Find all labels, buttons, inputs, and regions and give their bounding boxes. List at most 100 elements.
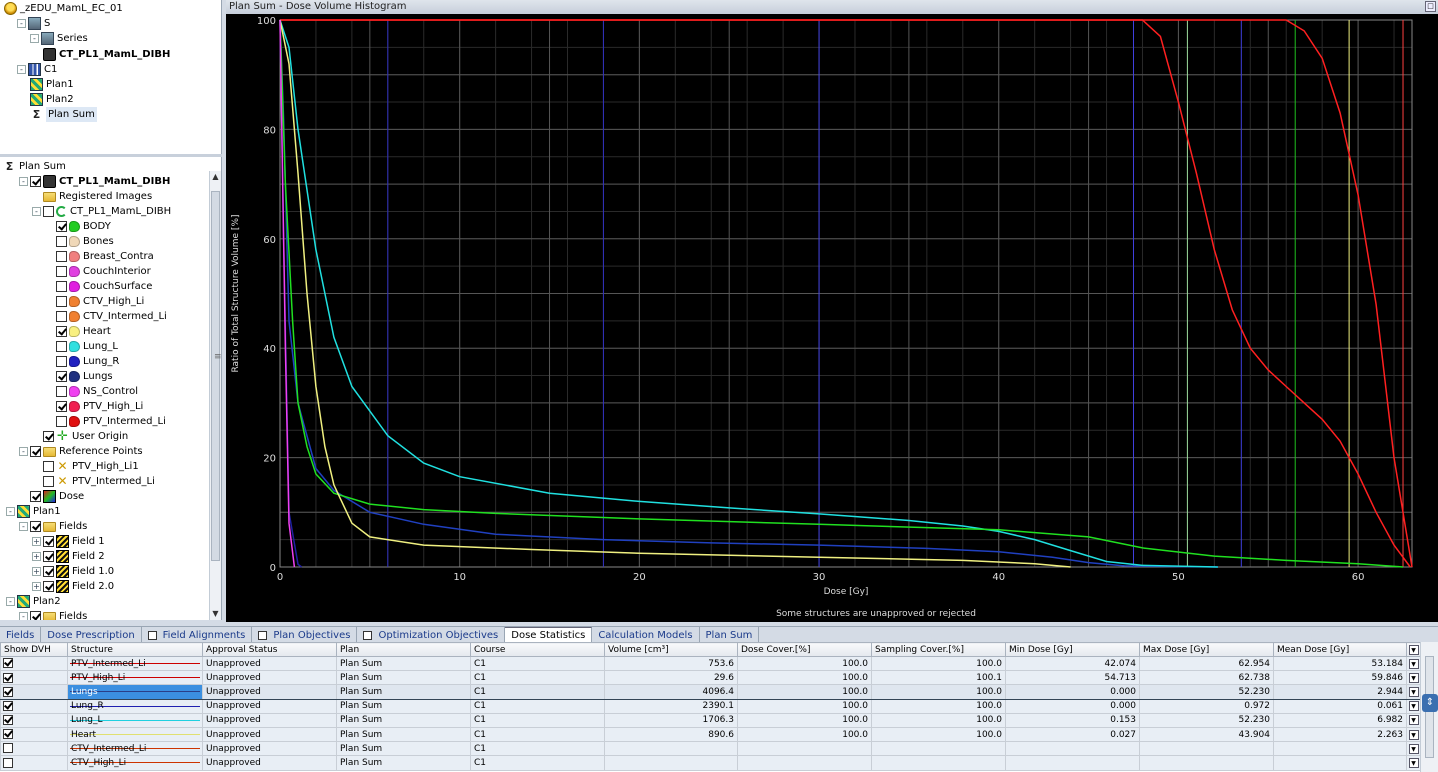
show-dvh-checkbox[interactable] bbox=[3, 672, 13, 683]
column-header[interactable]: Sampling Cover.[%] bbox=[871, 642, 1006, 657]
visibility-checkbox[interactable] bbox=[43, 581, 54, 592]
dvh-curve-ptv-high-li[interactable] bbox=[280, 19, 1413, 568]
row-dropdown[interactable]: ▼ bbox=[1406, 755, 1421, 771]
dvh-chart[interactable]: 0 10 20 30 40 50 60 0 20 40 60 80 100 Dose [Gy] Ratio … bbox=[226, 14, 1438, 620]
visibility-checkbox[interactable] bbox=[56, 236, 67, 247]
maximize-icon[interactable]: □ bbox=[1425, 1, 1436, 12]
dropdown-icon[interactable]: ▼ bbox=[1408, 701, 1419, 712]
tree-item[interactable]: Heart bbox=[45, 324, 111, 339]
column-header[interactable]: Plan bbox=[336, 642, 471, 657]
tree-item[interactable]: + Field 2 bbox=[32, 549, 105, 564]
visibility-checkbox[interactable] bbox=[30, 491, 41, 502]
visibility-checkbox[interactable] bbox=[56, 266, 67, 277]
dropdown-icon[interactable]: ▼ bbox=[1408, 658, 1419, 669]
scroll-thumb[interactable] bbox=[211, 191, 220, 561]
column-header[interactable]: Max Dose [Gy] bbox=[1139, 642, 1274, 657]
expander-icon[interactable]: - bbox=[32, 207, 41, 216]
table-row[interactable]: CTV_Intermed_Li Unapproved Plan Sum C1 ▼ bbox=[0, 741, 1421, 757]
column-header[interactable]: Volume [cm³] bbox=[604, 642, 738, 657]
expander-icon[interactable]: - bbox=[6, 597, 15, 606]
tab-calculation-models[interactable]: Calculation Models bbox=[592, 627, 700, 643]
row-dropdown[interactable]: ▼ bbox=[1406, 670, 1421, 686]
dvh-curve-ns-control[interactable] bbox=[279, 19, 296, 568]
visibility-checkbox[interactable] bbox=[56, 416, 67, 427]
table-scrollbar[interactable]: ⇕ bbox=[1420, 642, 1438, 772]
visibility-checkbox[interactable] bbox=[43, 566, 54, 577]
dropdown-icon[interactable]: ▼ bbox=[1408, 715, 1419, 726]
show-dvh-checkbox[interactable] bbox=[3, 686, 13, 697]
column-header[interactable]: Dose Cover.[%] bbox=[737, 642, 872, 657]
tab-field-alignments[interactable]: Field Alignments bbox=[142, 627, 253, 643]
dropdown-icon[interactable]: ▼ bbox=[1408, 686, 1419, 697]
tree-item[interactable]: - CT_PL1_MamL_DIBH bbox=[19, 174, 170, 189]
visibility-checkbox[interactable] bbox=[43, 536, 54, 547]
tree-item[interactable]: - Series bbox=[30, 31, 88, 46]
show-dvh-checkbox[interactable] bbox=[3, 658, 13, 669]
column-header[interactable]: Min Dose [Gy] bbox=[1005, 642, 1140, 657]
visibility-checkbox[interactable] bbox=[43, 431, 54, 442]
tree-item[interactable]: CouchSurface bbox=[45, 279, 152, 294]
expander-icon[interactable]: - bbox=[17, 64, 26, 74]
table-row[interactable]: Heart Unapproved Plan Sum C1 890.6 100.0 100.0… bbox=[0, 726, 1421, 743]
visibility-checkbox[interactable] bbox=[56, 341, 67, 352]
visibility-checkbox[interactable] bbox=[56, 401, 67, 412]
tree-scrollbar[interactable]: ▲ ▼ bbox=[209, 171, 221, 620]
expander-icon[interactable]: - bbox=[19, 612, 28, 620]
show-dvh-checkbox[interactable] bbox=[3, 700, 13, 711]
visibility-checkbox[interactable] bbox=[56, 326, 67, 337]
tree-item[interactable]: Registered Images bbox=[32, 189, 152, 204]
show-dvh-checkbox[interactable] bbox=[3, 743, 13, 754]
visibility-checkbox[interactable] bbox=[56, 281, 67, 292]
visibility-checkbox[interactable] bbox=[56, 356, 67, 367]
row-dropdown[interactable]: ▼ bbox=[1406, 726, 1421, 743]
show-dvh-checkbox[interactable] bbox=[3, 715, 13, 726]
expander-icon[interactable]: + bbox=[32, 582, 41, 591]
visibility-checkbox[interactable] bbox=[43, 206, 54, 217]
show-dvh-cell[interactable] bbox=[0, 670, 68, 686]
table-row[interactable]: PTV_High_Li Unapproved Plan Sum C1 29.6 100.0… bbox=[0, 670, 1421, 686]
row-dropdown[interactable]: ▼ bbox=[1406, 712, 1421, 728]
tab-checkbox[interactable] bbox=[363, 630, 373, 640]
visibility-checkbox[interactable] bbox=[30, 521, 41, 532]
tree-item[interactable]: Breast_Contra bbox=[45, 249, 154, 264]
visibility-checkbox[interactable] bbox=[30, 611, 41, 620]
column-header[interactable]: Approval Status bbox=[202, 642, 337, 657]
dvh-curve-heart[interactable] bbox=[279, 19, 1071, 568]
row-dropdown[interactable]: ▼ bbox=[1406, 741, 1421, 757]
expander-icon[interactable]: - bbox=[6, 507, 15, 516]
column-header[interactable]: Structure bbox=[67, 642, 203, 657]
row-dropdown[interactable]: ▼ bbox=[1406, 684, 1421, 700]
visibility-checkbox[interactable] bbox=[43, 461, 54, 472]
visibility-checkbox[interactable] bbox=[56, 311, 67, 322]
tree-item[interactable]: CTV_Intermed_Li bbox=[45, 309, 167, 324]
dropdown-icon[interactable]: ▼ bbox=[1408, 757, 1419, 768]
dvh-curve-lung-l[interactable] bbox=[279, 19, 1218, 568]
tab-dose-prescription[interactable]: Dose Prescription bbox=[41, 627, 142, 643]
dropdown-icon[interactable]: ▼ bbox=[1408, 729, 1419, 740]
expander-icon[interactable]: + bbox=[32, 567, 41, 576]
tab-checkbox[interactable] bbox=[147, 630, 157, 640]
expander-icon[interactable]: - bbox=[19, 522, 28, 531]
tree-item[interactable]: CouchInterior bbox=[45, 264, 151, 279]
visibility-checkbox[interactable] bbox=[43, 551, 54, 562]
tree-item[interactable]: PTV_High_Li bbox=[45, 399, 143, 414]
tree-item[interactable]: Lung_R bbox=[45, 354, 119, 369]
column-header[interactable]: Show DVH bbox=[0, 642, 68, 657]
expander-icon[interactable]: - bbox=[30, 34, 39, 44]
table-row[interactable]: PTV_Intermed_Li Unapproved Plan Sum C1 753.6… bbox=[0, 655, 1421, 672]
tree-item[interactable]: Lungs bbox=[45, 369, 113, 384]
pane-splitter[interactable] bbox=[0, 154, 222, 157]
tree-item[interactable]: Dose bbox=[19, 489, 84, 504]
dropdown-icon[interactable]: ▼ bbox=[1408, 672, 1419, 683]
tree-item[interactable]: Plan1 bbox=[30, 77, 74, 92]
show-dvh-cell[interactable] bbox=[0, 712, 68, 728]
row-dropdown[interactable]: ▼ bbox=[1406, 655, 1421, 672]
scroll-down-icon[interactable]: ▼ bbox=[212, 609, 219, 618]
tree-item[interactable]: ✛ User Origin bbox=[32, 429, 128, 444]
column-header[interactable]: Course bbox=[470, 642, 605, 657]
visibility-checkbox[interactable] bbox=[56, 296, 67, 307]
show-dvh-cell[interactable] bbox=[0, 684, 68, 700]
tree-item[interactable]: - Plan1 bbox=[6, 504, 61, 519]
tree-item[interactable]: Σ Plan Sum bbox=[30, 107, 97, 123]
tree-item[interactable]: - Plan2 bbox=[6, 594, 61, 609]
